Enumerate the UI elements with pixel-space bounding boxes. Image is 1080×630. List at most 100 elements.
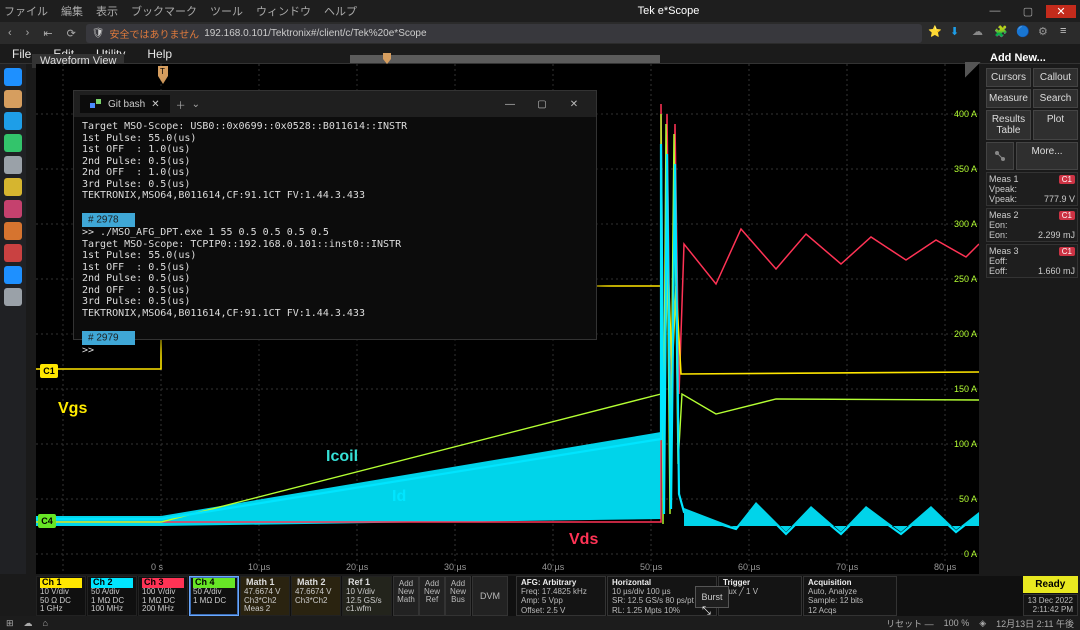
x-tick-label: 50 µs xyxy=(640,562,662,572)
term-maximize-icon[interactable]: ▢ xyxy=(526,99,558,110)
tab-menu-icon[interactable]: ⌄ xyxy=(192,99,200,110)
info-panel[interactable]: TriggerAux ╱ 1 V xyxy=(718,576,802,616)
channel-badge[interactable]: C4 xyxy=(38,514,56,528)
maximize-icon[interactable]: ▢ xyxy=(1013,5,1043,18)
y-tick-label: 350 A xyxy=(954,164,977,174)
x-tick-label: 60 µs xyxy=(738,562,760,572)
browser-menu-item[interactable]: ツール xyxy=(210,3,243,19)
sidebar-tool-icon[interactable] xyxy=(4,244,22,262)
trace-label: Vgs xyxy=(58,400,87,418)
browser-menu-item[interactable]: ファイル xyxy=(4,3,48,19)
channel-box[interactable]: Math 247.6674 VCh3*Ch2 xyxy=(291,576,341,616)
x-tick-label: 70 µs xyxy=(836,562,858,572)
sidebar-tool-icon[interactable] xyxy=(4,68,22,86)
y-tick-label: 50 A xyxy=(959,494,977,504)
browser-menu-item[interactable]: 表示 xyxy=(96,3,118,19)
gitbash-icon xyxy=(90,98,102,110)
channel-box[interactable]: Ch 110 V/div50 Ω DC1 GHz xyxy=(36,576,86,616)
corner-grip-icon[interactable] xyxy=(965,62,981,78)
channel-box[interactable]: Ch 450 A/div1 MΩ DC xyxy=(189,576,239,616)
terminal-window[interactable]: Git bash ✕ ＋ ⌄ — ▢ ✕ Target MSO-Scope: U… xyxy=(73,90,597,340)
addrbar-icon[interactable]: ⬇ xyxy=(950,25,966,41)
nav-refresh-icon[interactable]: ⟳ xyxy=(63,27,80,40)
minimize-icon[interactable]: — xyxy=(980,5,1010,18)
add-new-button[interactable]: AddNewBus xyxy=(445,576,471,616)
sidebar-tool-icon[interactable] xyxy=(4,222,22,240)
browser-menu-item[interactable]: 編集 xyxy=(61,3,83,19)
sidebar-tool-icon[interactable] xyxy=(4,90,22,108)
url-bar[interactable]: 🛡 安全ではありません 192.168.0.101/Tektronix#/cli… xyxy=(86,24,922,43)
svg-text:T: T xyxy=(160,67,165,76)
measure-button[interactable]: Measure xyxy=(986,89,1031,108)
close-icon[interactable]: ✕ xyxy=(1046,5,1076,18)
status-icon[interactable]: ☁ xyxy=(24,618,33,629)
datetime-label: 13 Dec 20222:11:42 PM xyxy=(1023,594,1078,616)
search-button[interactable]: Search xyxy=(1033,89,1078,108)
bottom-bar: Ch 110 V/div50 Ω DC1 GHzCh 250 A/div1 MΩ… xyxy=(36,576,1078,616)
channel-badge[interactable]: C1 xyxy=(40,364,58,378)
browser-menu-item[interactable]: ヘルプ xyxy=(324,3,357,19)
x-tick-label: 20 µs xyxy=(346,562,368,572)
measurement-card[interactable]: Meas 3C1Eoff:Eoff:1.660 mJ xyxy=(986,244,1078,278)
sidebar-tool-icon[interactable] xyxy=(4,112,22,130)
trace-label: Vds xyxy=(569,531,598,549)
x-tick-label: 80 µs xyxy=(934,562,956,572)
addrbar-icon[interactable]: ☁ xyxy=(972,25,988,41)
sidebar-tool-icon[interactable] xyxy=(4,134,22,152)
addrbar-icon[interactable]: ⭐ xyxy=(928,25,944,41)
channel-box[interactable]: Ch 250 A/div1 MΩ DC100 MHz xyxy=(87,576,137,616)
addrbar-icon[interactable]: 🧩 xyxy=(994,25,1010,41)
browser-menu-item[interactable]: ブックマーク xyxy=(131,3,197,19)
sidebar-tool-icon[interactable] xyxy=(4,156,22,174)
browser-menu-item[interactable]: ウィンドウ xyxy=(256,3,311,19)
status-item[interactable]: 100 % xyxy=(944,618,970,628)
app-menu-item[interactable]: Help xyxy=(147,47,172,61)
y-tick-label: 150 A xyxy=(954,384,977,394)
status-bar: ⊞ ☁ ⌂ リセット — 100 % ◈ 12月13日 2:11 午後 xyxy=(0,616,1080,630)
status-icon[interactable]: ⌂ xyxy=(43,618,48,629)
status-icon[interactable]: ⊞ xyxy=(6,618,14,629)
sidebar-tool-icon[interactable] xyxy=(4,200,22,218)
tab-close-icon[interactable]: ✕ xyxy=(151,99,159,110)
add-new-button[interactable]: AddNewMath xyxy=(393,576,419,616)
sidebar xyxy=(0,64,26,574)
status-item[interactable]: リセット — xyxy=(886,617,934,630)
channel-box[interactable]: Math 147.6674 VCh3*Ch2Meas 2 xyxy=(240,576,290,616)
channel-box[interactable]: Ch 3100 V/div1 MΩ DC200 MHz xyxy=(138,576,188,616)
status-item[interactable]: 12月13日 2:11 午後 xyxy=(996,617,1074,630)
sidebar-tool-icon[interactable] xyxy=(4,288,22,306)
sidebar-tool-icon[interactable] xyxy=(4,266,22,284)
dvm-button[interactable]: DVM xyxy=(472,576,508,616)
app-menu-item[interactable]: File xyxy=(12,47,31,61)
draw-tool-icon[interactable] xyxy=(986,142,1014,170)
addrbar-icon[interactable]: ≡ xyxy=(1060,25,1076,41)
terminal-tab[interactable]: Git bash ✕ xyxy=(80,95,170,113)
x-tick-label: 40 µs xyxy=(542,562,564,572)
nav-forward-icon[interactable]: › xyxy=(22,27,34,39)
measurement-card[interactable]: Meas 1C1Vpeak:Vpeak:777.9 V xyxy=(986,172,1078,206)
new-tab-icon[interactable]: ＋ xyxy=(176,97,186,112)
nav-end-icon[interactable]: ⇤ xyxy=(39,27,56,40)
plot-button[interactable]: Plot xyxy=(1033,110,1078,140)
info-panel[interactable]: AFG: ArbitraryFreq: 17.4825 kHzAmp: 5 Vp… xyxy=(516,576,606,616)
addrbar-icons: ⭐ ⬇ ☁ 🧩 🔵 ⚙ ≡ xyxy=(928,25,1076,41)
trigger-marker-icon[interactable]: T xyxy=(156,66,170,87)
results-table-button[interactable]: Results Table xyxy=(986,110,1031,140)
channel-box[interactable]: Ref 110 V/div12.5 GS/sc1.wfm xyxy=(342,576,392,616)
burst-button[interactable]: Burst xyxy=(695,586,729,608)
status-item[interactable]: ◈ xyxy=(979,618,986,629)
sidebar-tool-icon[interactable] xyxy=(4,178,22,196)
addrbar-icon[interactable]: ⚙ xyxy=(1038,25,1054,41)
cursors-button[interactable]: Cursors xyxy=(986,68,1031,87)
addrbar-icon[interactable]: 🔵 xyxy=(1016,25,1032,41)
info-panel[interactable]: AcquisitionAuto, AnalyzeSample: 12 bits1… xyxy=(803,576,897,616)
callout-button[interactable]: Callout xyxy=(1033,68,1078,87)
add-new-button[interactable]: AddNewRef xyxy=(419,576,445,616)
measurement-card[interactable]: Meas 2C1Eon:Eon:2.299 mJ xyxy=(986,208,1078,242)
more-button[interactable]: More... xyxy=(1016,142,1078,170)
y-tick-label: 0 A xyxy=(964,549,977,559)
term-close-icon[interactable]: ✕ xyxy=(558,99,590,110)
timeline-scrollbar[interactable] xyxy=(350,55,660,63)
term-minimize-icon[interactable]: — xyxy=(494,99,526,110)
nav-back-icon[interactable]: ‹ xyxy=(4,27,16,39)
